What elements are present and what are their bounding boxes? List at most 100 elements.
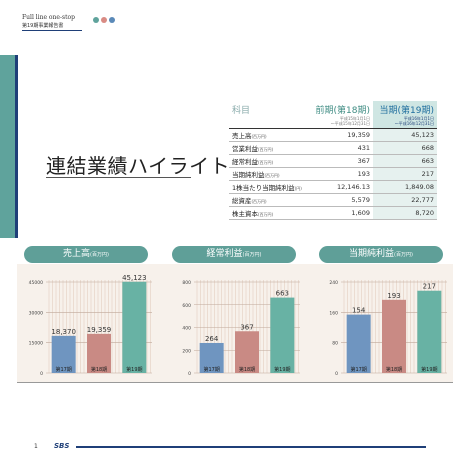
y-tick-label: 0 bbox=[335, 371, 338, 377]
y-tick-label: 160 bbox=[329, 310, 338, 316]
row-previous-value: 431 bbox=[309, 141, 374, 155]
y-tick-label: 80 bbox=[332, 341, 338, 347]
chart-sales: 売上高(百万円) 0 15000 30000 45000 18,370 第17期 19,35… bbox=[18, 246, 158, 384]
data-label: 367 bbox=[240, 323, 253, 331]
bar bbox=[417, 290, 442, 373]
bar bbox=[199, 342, 224, 373]
current-period-end: 〜平成16年12月31日 bbox=[394, 121, 434, 126]
header-divider bbox=[22, 30, 82, 31]
chart-ordinary-profit-plot: 0 200 400 600 800 264 第17期 367 第18期 663 第19期 bbox=[182, 280, 300, 377]
category-label: 第18期 bbox=[386, 366, 402, 373]
side-band-accent bbox=[15, 55, 18, 238]
chart-unit: (百万円) bbox=[394, 252, 413, 258]
y-tick-label: 15000 bbox=[29, 341, 43, 347]
chart-title-pill: 当期純利益(百万円) bbox=[319, 246, 443, 263]
chart-net-income-plot: 0 80 160 240 154 第17期 193 第18期 217 第19期 bbox=[329, 280, 447, 377]
row-current-value: 668 bbox=[373, 141, 437, 155]
row-previous-value: 367 bbox=[309, 154, 374, 168]
data-label: 217 bbox=[423, 283, 436, 291]
chart-title: 経常利益 bbox=[206, 249, 243, 259]
row-label: 株主資本(百万円) bbox=[229, 206, 310, 220]
chart-title: 売上高 bbox=[63, 249, 91, 259]
chart-unit: (百万円) bbox=[242, 252, 262, 258]
column-header-item: 科目 bbox=[232, 106, 251, 116]
row-label: 営業利益(百万円) bbox=[229, 141, 310, 155]
table-row: 総資産(百万円) 5,579 22,777 bbox=[229, 193, 437, 207]
category-label: 第19期 bbox=[421, 366, 437, 373]
y-tick-label: 45000 bbox=[29, 280, 43, 286]
table-row: 1株当たり当期純利益(円) 12,146.13 1,849.08 bbox=[229, 180, 437, 194]
row-current-value: 217 bbox=[373, 167, 437, 181]
current-period-start: 平成16年1月1日 bbox=[403, 116, 434, 121]
data-label: 193 bbox=[387, 292, 400, 300]
chart-ordinary-profit: 経常利益(百万円) 0 200 400 600 800 264 第17期 367 第18期 663… bbox=[166, 246, 306, 384]
footer-divider bbox=[76, 446, 426, 448]
bar bbox=[51, 335, 76, 373]
row-current-value: 8,720 bbox=[373, 206, 437, 220]
category-label: 第19期 bbox=[274, 366, 290, 373]
table-row: 株主資本(百万円) 1,609 8,720 bbox=[229, 206, 437, 220]
y-tick-label: 800 bbox=[182, 280, 191, 286]
chart-title: 当期純利益 bbox=[349, 249, 395, 259]
row-current-value: 45,123 bbox=[373, 128, 437, 142]
highlights-table: 科目 前期(第18期) 平成15年1月1日 〜平成15年12月31日 当期(第1… bbox=[229, 101, 437, 220]
chart-title-pill: 経常利益(百万円) bbox=[172, 246, 296, 263]
dot-teal bbox=[93, 17, 99, 23]
column-header-previous: 前期(第18期) 平成15年1月1日 〜平成15年12月31日 bbox=[309, 101, 373, 129]
previous-period-end: 〜平成15年12月31日 bbox=[330, 121, 371, 126]
dot-pink bbox=[101, 17, 107, 23]
data-label: 19,359 bbox=[87, 326, 112, 334]
category-label: 第19期 bbox=[126, 366, 142, 373]
chart-net-income: 当期純利益(百万円) 0 80 160 240 154 第17期 193 第18期 217 第19… bbox=[313, 246, 453, 384]
category-label: 第18期 bbox=[239, 366, 255, 373]
y-tick-label: 0 bbox=[40, 371, 43, 377]
y-tick-label: 600 bbox=[182, 303, 191, 309]
previous-period-start: 平成15年1月1日 bbox=[339, 116, 371, 121]
y-tick-label: 200 bbox=[182, 348, 191, 354]
chart-title-pill: 売上高(百万円) bbox=[24, 246, 148, 263]
row-previous-value: 1,609 bbox=[309, 206, 374, 220]
dot-blue bbox=[109, 17, 115, 23]
y-tick-label: 30000 bbox=[29, 310, 43, 316]
chart-sales-plot: 0 15000 30000 45000 18,370 第17期 19,359 第18期 45,1… bbox=[29, 274, 152, 377]
data-label: 264 bbox=[205, 335, 219, 343]
side-band bbox=[0, 55, 15, 238]
current-period-title: 当期(第19期) bbox=[379, 106, 434, 116]
category-label: 第18期 bbox=[91, 366, 107, 373]
company-logo: SBS bbox=[54, 442, 70, 450]
page-number: 1 bbox=[34, 443, 38, 450]
data-label: 45,123 bbox=[122, 274, 147, 282]
row-previous-value: 193 bbox=[309, 167, 374, 181]
header-brand: Full line one-stop 第19期事業報告書 bbox=[22, 14, 75, 29]
row-label: 経常利益(百万円) bbox=[229, 154, 310, 168]
y-tick-label: 0 bbox=[188, 371, 191, 377]
report-name: 第19期事業報告書 bbox=[22, 23, 64, 29]
row-previous-value: 12,146.13 bbox=[309, 180, 374, 194]
y-tick-label: 400 bbox=[182, 326, 191, 332]
table-row: 当期純利益(百万円) 193 217 bbox=[229, 167, 437, 181]
table-row: 売上高(百万円) 19,359 45,123 bbox=[229, 128, 437, 142]
row-previous-value: 5,579 bbox=[309, 193, 374, 207]
y-tick-label: 240 bbox=[329, 280, 338, 286]
page-title: 連結業績ハイライト bbox=[46, 154, 231, 178]
brand-name: Full line one-stop bbox=[22, 14, 75, 21]
row-current-value: 1,849.08 bbox=[373, 180, 437, 194]
bar bbox=[235, 331, 259, 373]
category-label: 第17期 bbox=[350, 366, 366, 373]
row-label: 売上高(百万円) bbox=[229, 128, 310, 142]
table-row: 営業利益(百万円) 431 668 bbox=[229, 141, 437, 155]
table-row: 経常利益(百万円) 367 663 bbox=[229, 154, 437, 168]
data-label: 154 bbox=[352, 307, 366, 315]
header-dots bbox=[93, 17, 115, 23]
previous-period-title: 前期(第18期) bbox=[315, 106, 371, 116]
data-label: 663 bbox=[276, 290, 289, 298]
bar bbox=[122, 281, 147, 373]
title-underline bbox=[46, 177, 191, 178]
row-current-value: 663 bbox=[373, 154, 437, 168]
bar bbox=[346, 314, 371, 373]
row-previous-value: 19,359 bbox=[309, 128, 374, 142]
table-header-row: 科目 前期(第18期) 平成15年1月1日 〜平成15年12月31日 当期(第1… bbox=[229, 101, 437, 129]
row-label: 総資産(百万円) bbox=[229, 193, 310, 207]
bar bbox=[87, 333, 111, 373]
column-header-current: 当期(第19期) 平成16年1月1日 〜平成16年12月31日 bbox=[373, 101, 437, 129]
